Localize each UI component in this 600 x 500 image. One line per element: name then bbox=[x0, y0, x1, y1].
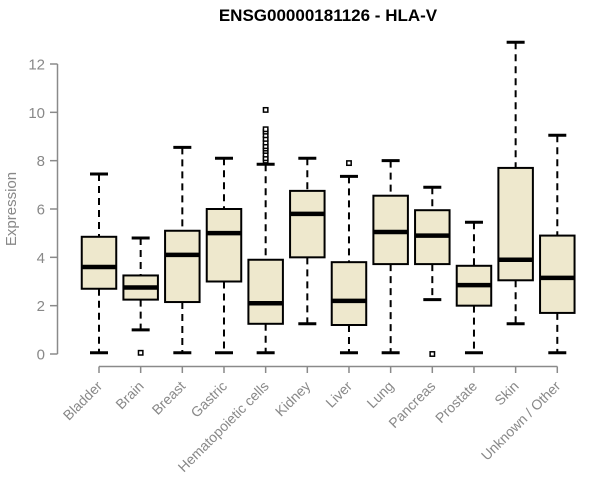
x-tick-label-bladder: Bladder bbox=[60, 378, 106, 424]
iqr-box bbox=[330, 261, 368, 326]
outlier-point bbox=[262, 106, 269, 113]
iqr-box bbox=[247, 258, 284, 325]
y-tick-label: 0 bbox=[37, 347, 45, 364]
outlier-point bbox=[137, 349, 144, 356]
x-tick-label-skin: Skin bbox=[491, 378, 522, 409]
iqr-box bbox=[164, 229, 201, 304]
y-tick-label: 8 bbox=[37, 153, 45, 170]
boxplot-breast bbox=[164, 145, 201, 355]
outlier-point bbox=[346, 160, 352, 167]
boxplot-kidney bbox=[289, 156, 326, 326]
x-tick-label-liver: Liver bbox=[322, 378, 355, 411]
boxplot-pancreas bbox=[414, 185, 451, 357]
iqr-box bbox=[539, 234, 576, 314]
y-tick-label: 10 bbox=[28, 105, 45, 122]
boxplot-unknown-other bbox=[539, 133, 576, 355]
outlier-point bbox=[429, 351, 436, 357]
boxplot-skin bbox=[497, 40, 534, 326]
y-axis-title: Expression bbox=[3, 172, 20, 246]
x-tick-label-lung: Lung bbox=[363, 378, 396, 411]
x-tick-label-unknown-other: Unknown / Other bbox=[478, 378, 564, 464]
iqr-box bbox=[80, 235, 118, 290]
y-axis: 0 2 4 6 8 10 12 bbox=[28, 57, 59, 364]
boxes-layer bbox=[80, 40, 576, 357]
boxplot-liver bbox=[330, 160, 368, 355]
boxplot-hematopoietic-cells bbox=[247, 106, 284, 355]
boxplot-bladder bbox=[80, 172, 118, 355]
y-tick-label: 12 bbox=[28, 57, 45, 74]
y-tick-label: 6 bbox=[37, 202, 45, 219]
boxplot-gastric bbox=[205, 156, 243, 355]
boxplot-lung bbox=[372, 159, 409, 355]
iqr-box bbox=[497, 166, 534, 282]
y-tick-label: 2 bbox=[37, 298, 45, 315]
x-tick-label-prostate: Prostate bbox=[432, 378, 480, 426]
y-tick-label: 4 bbox=[37, 250, 45, 267]
iqr-box bbox=[205, 208, 243, 283]
boxplot-brain bbox=[122, 236, 159, 356]
x-tick-label-kidney: Kidney bbox=[272, 378, 314, 420]
chart-title: ENSG00000181126 - HLA-V bbox=[219, 6, 438, 25]
x-tick-label-breast: Breast bbox=[149, 378, 189, 418]
x-tick-label-brain: Brain bbox=[112, 378, 146, 412]
boxplot-prostate bbox=[455, 220, 493, 355]
outlier-point bbox=[262, 126, 269, 133]
iqr-box bbox=[289, 189, 326, 259]
